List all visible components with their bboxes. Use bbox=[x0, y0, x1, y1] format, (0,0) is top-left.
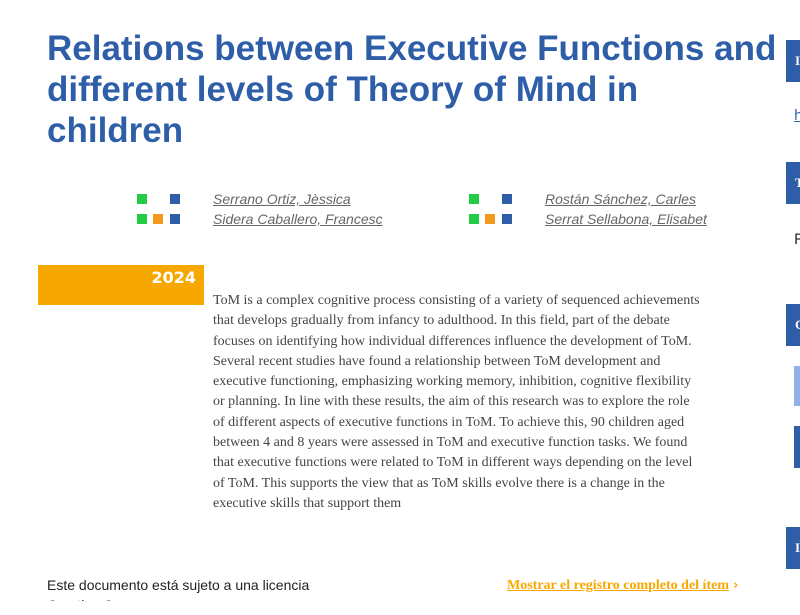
sidebar-image[interactable] bbox=[794, 366, 800, 406]
year-badge: 2024 bbox=[38, 265, 204, 305]
page-title: Relations between Executive Functions an… bbox=[47, 29, 777, 150]
show-full-record-link[interactable]: Mostrar el registro completo del ítem bbox=[507, 578, 729, 593]
sidebar-text: P bbox=[794, 232, 800, 248]
sidebar-heading: T bbox=[786, 162, 800, 204]
license-text: Este documento está sujeto a una licenci… bbox=[47, 575, 309, 615]
author-link[interactable]: Sidera Caballero, Francesc bbox=[213, 211, 383, 227]
sidebar-link[interactable]: h bbox=[794, 108, 800, 124]
author-link[interactable]: Serrano Ortiz, Jèssica bbox=[213, 191, 351, 207]
sidebar-heading: C bbox=[786, 304, 800, 346]
license-link[interactable]: Creative Commons bbox=[47, 595, 167, 601]
chevron-right-icon: › bbox=[732, 578, 739, 593]
author-link[interactable]: Serrat Sellabona, Elisabet bbox=[545, 211, 707, 227]
show-full-record[interactable]: Mostrar el registro completo del ítem › bbox=[507, 574, 738, 594]
sidebar-image[interactable] bbox=[794, 426, 800, 468]
sidebar-heading: I bbox=[786, 40, 800, 82]
license-line: Este documento está sujeto a una licenci… bbox=[47, 577, 310, 593]
sidebar-heading: I bbox=[786, 527, 800, 569]
abstract: ToM is a complex cognitive process consi… bbox=[213, 293, 700, 511]
author-link[interactable]: Rostán Sánchez, Carles bbox=[545, 191, 696, 207]
